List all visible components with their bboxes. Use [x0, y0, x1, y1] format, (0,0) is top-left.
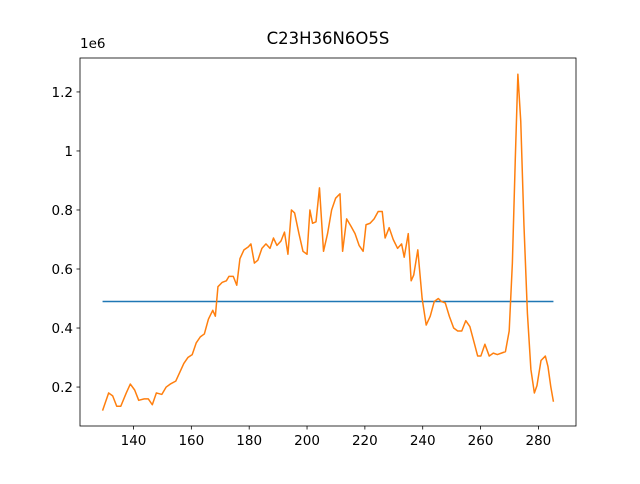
y-tick-label: 0.8: [52, 203, 73, 219]
y-tick-label: 0.2: [52, 380, 73, 396]
x-tick-label: 200: [294, 433, 320, 449]
x-tick-label: 180: [236, 433, 262, 449]
y-tick-label: 1: [64, 144, 73, 160]
y-offset-label: 1e6: [80, 36, 105, 52]
data-line: [101, 73, 555, 411]
y-tick-label: 0.4: [52, 321, 73, 337]
x-tick-label: 280: [526, 433, 552, 449]
chart-title: C23H36N6O5S: [267, 29, 390, 48]
x-tick-label: 220: [352, 433, 378, 449]
x-tick-label: 140: [121, 433, 147, 449]
x-tick-label: 160: [178, 433, 204, 449]
x-tick-label: 260: [468, 433, 494, 449]
plot-frame: [79, 57, 577, 427]
y-tick-label: 1.2: [52, 85, 73, 101]
x-tick-label: 240: [410, 433, 436, 449]
y-tick-label: 0.6: [52, 262, 73, 278]
